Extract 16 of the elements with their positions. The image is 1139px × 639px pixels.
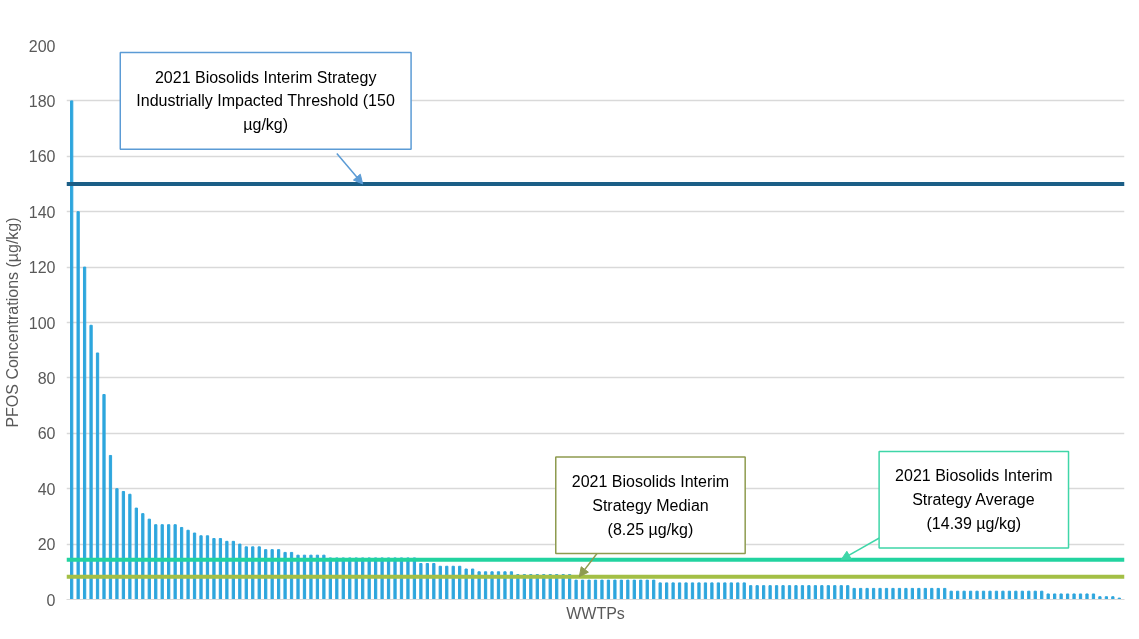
ref-line-label: 2021 Biosolids Interim Strategy Industrially Impacted Threshold (150 µg/kg) <box>136 68 395 134</box>
y-tick-label: 200 <box>28 37 56 55</box>
y-tick-label: 20 <box>37 536 56 554</box>
y-tick-label: 160 <box>28 148 56 166</box>
y-tick-label: 40 <box>37 480 56 498</box>
y-tick-label: 0 <box>46 591 56 609</box>
y-tick-label: 140 <box>28 203 56 221</box>
y-axis-title: PFOS Concentrations (µg/kg) <box>3 217 21 428</box>
y-tick-label: 120 <box>28 259 56 277</box>
y-tick-label: 80 <box>37 369 56 387</box>
x-axis-title: WWTPs <box>566 604 625 622</box>
y-tick-label: 180 <box>28 92 56 110</box>
ref-line-label: 2021 Biosolids Interim Strategy Average (14.39 µg/kg) <box>895 467 1053 533</box>
y-tick-label: 100 <box>28 314 56 332</box>
y-tick-label: 60 <box>37 425 56 443</box>
ref-line-label: 2021 Biosolids Interim Strategy Median (8.25 µg/kg) <box>571 473 730 538</box>
